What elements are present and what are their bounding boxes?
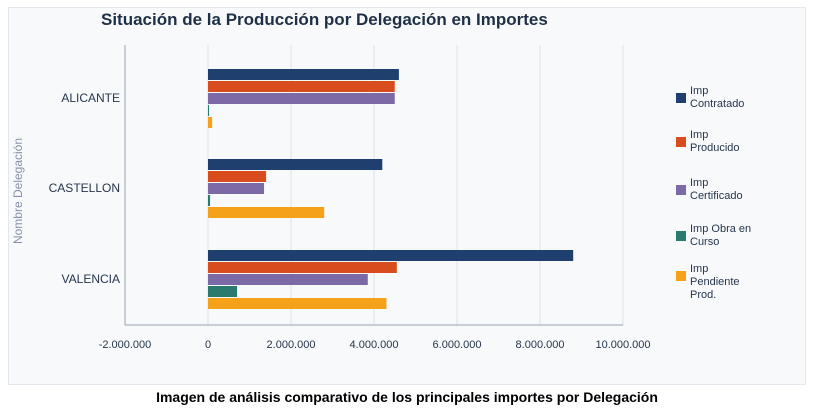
bar-alicante-imp-certificado bbox=[208, 93, 395, 104]
legend-label: Imp Obra en Curso bbox=[690, 223, 752, 248]
bar-valencia-imp-producido bbox=[208, 262, 397, 273]
legend-swatch bbox=[676, 231, 686, 241]
bar-alicante-imp-pendiente-prod bbox=[208, 117, 213, 128]
y-axis-title: Nombre Delegación bbox=[11, 137, 25, 245]
chart-panel: Situación de la Producción por Delegació… bbox=[8, 7, 806, 385]
bar-valencia-imp-certificado bbox=[208, 274, 368, 285]
chart-title: Situación de la Producción por Delegació… bbox=[101, 10, 548, 29]
bar-alicante-imp-obra-en-curso bbox=[208, 105, 209, 116]
x-tick-label: 2.000.000 bbox=[267, 339, 316, 351]
figure-caption: Imagen de análisis comparativo de los pr… bbox=[156, 389, 658, 405]
legend-label: Imp Producido bbox=[690, 129, 740, 154]
x-tick-label: 8.000.000 bbox=[516, 339, 565, 351]
bar-castellon-imp-obra-en-curso bbox=[208, 195, 211, 206]
category-label: CASTELLON bbox=[49, 181, 120, 195]
category-label: VALENCIA bbox=[62, 272, 120, 286]
bar-alicante-imp-producido bbox=[208, 81, 395, 92]
bar-castellon-imp-contratado bbox=[208, 159, 383, 170]
legend-swatch bbox=[676, 137, 686, 147]
legend-label: Imp Pendiente Prod. bbox=[690, 263, 740, 301]
legend-swatch bbox=[676, 93, 686, 103]
x-tick-label: -2.000.000 bbox=[99, 339, 152, 351]
x-tick-label: 0 bbox=[205, 339, 211, 351]
legend-swatch bbox=[676, 271, 686, 281]
bar-valencia-imp-pendiente-prod bbox=[208, 298, 387, 309]
legend-label: Imp Certificado bbox=[690, 177, 743, 202]
legend-label: Imp Contratado bbox=[690, 85, 745, 110]
category-label: ALICANTE bbox=[61, 91, 120, 105]
legend-swatch bbox=[676, 185, 686, 195]
bar-castellon-imp-pendiente-prod bbox=[208, 207, 325, 218]
x-tick-label: 4.000.000 bbox=[350, 339, 399, 351]
bar-castellon-imp-certificado bbox=[208, 183, 265, 194]
bar-valencia-imp-contratado bbox=[208, 250, 574, 261]
bar-alicante-imp-contratado bbox=[208, 69, 399, 80]
x-tick-label: 6.000.000 bbox=[433, 339, 482, 351]
x-tick-label: 10.000.000 bbox=[595, 339, 650, 351]
bar-valencia-imp-obra-en-curso bbox=[208, 286, 238, 297]
bar-castellon-imp-producido bbox=[208, 171, 267, 182]
